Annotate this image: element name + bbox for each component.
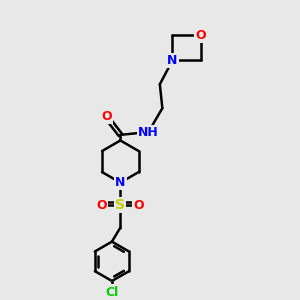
Text: O: O bbox=[97, 199, 107, 212]
Text: N: N bbox=[167, 54, 178, 67]
Text: NH: NH bbox=[138, 125, 159, 139]
Text: N: N bbox=[115, 176, 125, 189]
Text: O: O bbox=[133, 199, 144, 212]
Text: O: O bbox=[101, 110, 112, 123]
Text: Cl: Cl bbox=[105, 286, 119, 299]
Text: S: S bbox=[116, 198, 125, 212]
Text: O: O bbox=[195, 28, 206, 42]
